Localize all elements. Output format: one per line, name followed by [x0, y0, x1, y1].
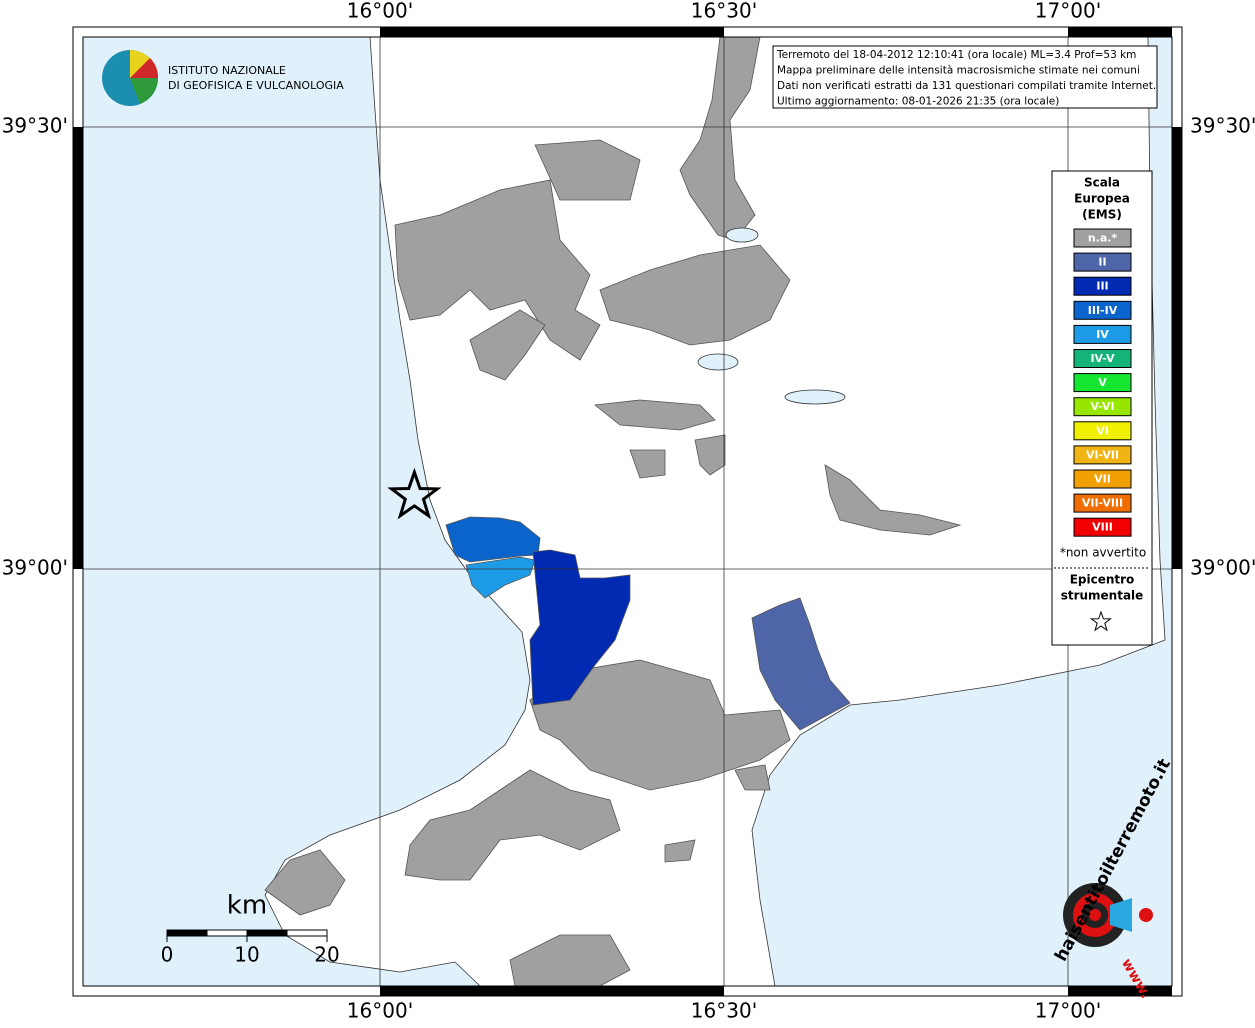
scale-segment — [286, 929, 328, 937]
legend-swatch — [1073, 228, 1132, 248]
municipality — [593, 399, 716, 431]
lat-label: 39°00' — [1190, 556, 1255, 580]
scale-label: 20 — [314, 943, 339, 967]
lon-label: 17°00' — [1035, 999, 1101, 1023]
municipality — [404, 769, 621, 881]
scale-segment — [246, 929, 288, 937]
hsit-ring — [1089, 909, 1101, 921]
info-line: Dati non verificati estratti da 131 ques… — [777, 80, 1156, 92]
municipality — [465, 556, 536, 599]
lake — [784, 389, 846, 405]
lon-label: 16°00' — [347, 0, 413, 23]
legend-swatch — [1073, 517, 1132, 537]
lat-label: 39°00' — [2, 556, 68, 580]
frame-band — [1172, 127, 1182, 569]
lon-label: 16°30' — [691, 999, 757, 1023]
lake — [725, 227, 759, 243]
lon-label: 16°00' — [347, 999, 413, 1023]
legend-label: III — [1096, 280, 1108, 293]
municipality — [751, 597, 851, 731]
info-line: Mappa preliminare delle intensità macros… — [777, 65, 1140, 77]
legend-swatch — [1073, 276, 1132, 296]
legend-label: II — [1098, 256, 1106, 269]
lake — [697, 353, 739, 371]
legend-label: n.a.* — [1088, 232, 1118, 245]
scale-label: 10 — [234, 943, 259, 967]
ingv-text: ISTITUTO NAZIONALE — [168, 64, 286, 77]
legend-label: VIII — [1092, 521, 1113, 534]
scale-unit: km — [227, 891, 267, 921]
municipality — [529, 659, 791, 791]
municipality — [824, 464, 962, 536]
municipality — [694, 434, 726, 476]
legend-swatch — [1073, 493, 1132, 513]
municipality — [264, 849, 346, 916]
legend-swatch — [1073, 324, 1132, 344]
map-border — [82, 36, 1173, 987]
legend-label: V — [1098, 376, 1107, 389]
ingv-wedge — [130, 58, 159, 78]
municipality — [664, 839, 696, 863]
info-box — [772, 45, 1158, 109]
legend-epicenter: Epicentro — [1070, 573, 1135, 587]
lon-label: 16°30' — [691, 0, 757, 23]
info-line: Ultimo aggiornamento: 08-01-2026 21:35 (… — [777, 96, 1059, 108]
info-line: Terremoto del 18-04-2012 12:10:41 (ora l… — [776, 49, 1136, 61]
frame-band — [380, 27, 724, 37]
legend-label: VI-VII — [1086, 448, 1119, 461]
ingv-text: DI GEOFISICA E VULCANOLOGIA — [168, 79, 344, 92]
legend-label: IV-V — [1090, 352, 1115, 365]
frame-band — [380, 986, 724, 996]
lat-label: 39°30' — [1190, 114, 1255, 138]
municipality — [394, 179, 601, 361]
frame-border — [72, 26, 1183, 997]
lat-label: 39°30' — [2, 114, 68, 138]
legend-swatch — [1073, 397, 1132, 417]
legend-swatch — [1073, 252, 1132, 272]
lon-label: 17°00' — [1035, 0, 1101, 23]
hsit-speaker — [1110, 898, 1132, 932]
municipalities — [264, 36, 962, 987]
legend-swatch — [1073, 349, 1132, 368]
legend-label: VI — [1096, 424, 1109, 437]
legend-title: (EMS) — [1082, 208, 1122, 222]
ingv-wedge — [130, 78, 158, 104]
legend-star — [1090, 610, 1112, 632]
municipality — [599, 244, 791, 346]
legend-swatch — [1073, 469, 1132, 489]
legend-note: *non avvertito — [1060, 546, 1146, 560]
frame-band — [73, 127, 83, 569]
municipality — [734, 764, 771, 791]
legend-swatch — [1073, 300, 1132, 320]
legend-label: IV — [1096, 328, 1109, 341]
legend-label: VII — [1094, 473, 1111, 486]
legend-title: Europea — [1074, 192, 1130, 206]
ingv-logo: ISTITUTO NAZIONALE DI GEOFISICA E VULCAN… — [102, 50, 344, 106]
municipality — [629, 449, 666, 479]
epicenter — [387, 467, 442, 520]
scale-segment — [206, 929, 248, 937]
legend-label: III-IV — [1088, 304, 1118, 317]
municipality — [534, 139, 641, 201]
hsit-dot — [1139, 908, 1153, 922]
scale-segment — [166, 929, 208, 937]
municipality — [529, 549, 631, 706]
municipality — [469, 309, 546, 381]
frame-band — [1068, 27, 1172, 37]
legend-epicenter: strumentale — [1061, 589, 1144, 603]
frame-band — [1068, 986, 1172, 996]
scale-label: 0 — [161, 943, 174, 967]
legend-title: Scala — [1084, 176, 1120, 190]
legend-swatch — [1073, 445, 1132, 465]
legend-label: VII-VIII — [1082, 497, 1123, 510]
municipality — [445, 516, 541, 563]
legend-swatch — [1073, 373, 1132, 393]
legend-swatch — [1073, 421, 1132, 441]
legend-label: V-VI — [1090, 400, 1114, 413]
